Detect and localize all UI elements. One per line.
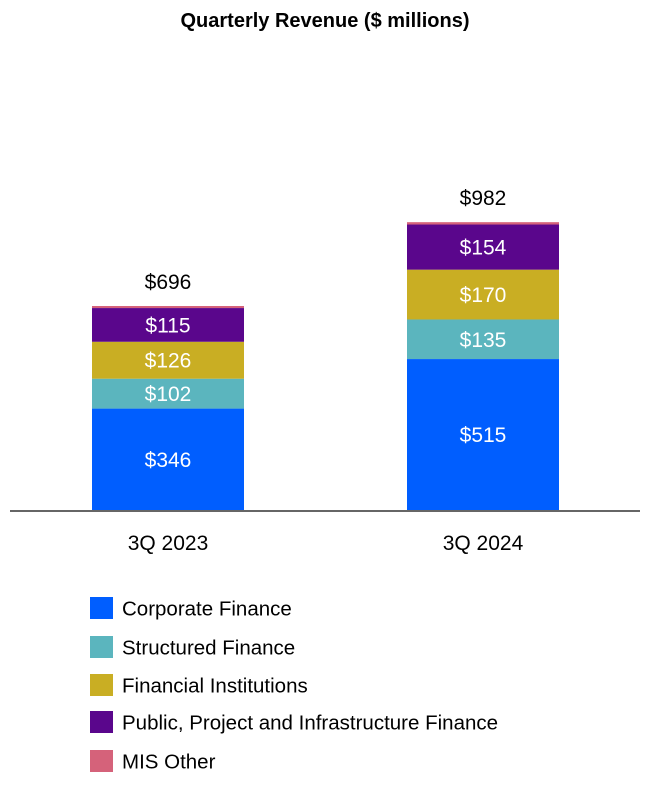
legend-item: Corporate Finance bbox=[90, 597, 292, 621]
data-label: $346 bbox=[145, 449, 192, 472]
bar-segment bbox=[407, 359, 559, 510]
bar-segment bbox=[92, 341, 244, 379]
legend-swatch bbox=[90, 711, 113, 733]
bar-segment bbox=[407, 319, 559, 360]
legend-label: Structured Finance bbox=[122, 637, 295, 660]
data-label: $154 bbox=[460, 237, 507, 260]
bar-segment bbox=[407, 224, 559, 270]
data-label: $515 bbox=[460, 424, 507, 447]
legend-label: MIS Other bbox=[122, 751, 216, 774]
data-label: $102 bbox=[145, 383, 192, 406]
legend-label: Public, Project and Infrastructure Finan… bbox=[122, 712, 498, 735]
legend-label: Corporate Finance bbox=[122, 598, 292, 621]
bar-segment bbox=[92, 378, 244, 409]
legend-item: MIS Other bbox=[90, 750, 216, 774]
x-tick-label: 3Q 2024 bbox=[443, 532, 524, 555]
total-label: $982 bbox=[460, 187, 507, 210]
legend-item: Structured Finance bbox=[90, 636, 295, 660]
chart-title: Quarterly Revenue ($ millions) bbox=[181, 10, 470, 32]
legend-item: Public, Project and Infrastructure Finan… bbox=[90, 711, 498, 735]
legend-item: Financial Institutions bbox=[90, 674, 308, 698]
bar-segment bbox=[92, 306, 244, 309]
x-tick-label: 3Q 2023 bbox=[128, 532, 209, 555]
legend-swatch bbox=[90, 636, 113, 658]
bar-segment bbox=[92, 408, 244, 510]
bar-segment bbox=[407, 222, 559, 225]
bar-segment bbox=[407, 269, 559, 320]
legend-swatch bbox=[90, 750, 113, 772]
data-label: $115 bbox=[145, 314, 190, 337]
data-label: $126 bbox=[145, 350, 192, 373]
total-label: $696 bbox=[145, 271, 192, 294]
legend-label: Financial Institutions bbox=[122, 675, 308, 698]
legend-swatch bbox=[90, 674, 113, 696]
data-label: $135 bbox=[460, 329, 507, 352]
legend-swatch bbox=[90, 597, 113, 619]
bar-segment bbox=[92, 308, 244, 342]
data-label: $170 bbox=[460, 284, 507, 307]
